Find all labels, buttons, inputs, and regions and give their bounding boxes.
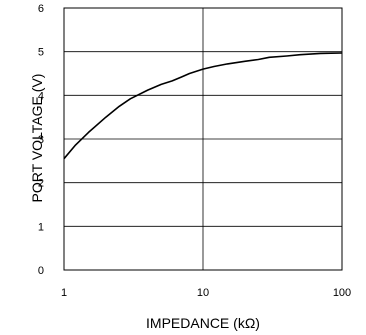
y-tick-label: 5 bbox=[38, 47, 44, 59]
y-tick-label: 0 bbox=[38, 265, 44, 277]
x-tick-label: 1 bbox=[61, 287, 67, 299]
series-group bbox=[63, 52, 343, 160]
y-tick-label: 6 bbox=[38, 3, 44, 15]
y-axis-title: PORT VOLTAGE (V) bbox=[29, 74, 45, 203]
y-tick-label: 2 bbox=[38, 178, 44, 190]
series-line bbox=[63, 52, 343, 160]
y-tick-label: 1 bbox=[38, 221, 44, 233]
y-tick-label: 4 bbox=[38, 90, 44, 102]
x-axis-title: IMPEDANCE (kΩ) bbox=[146, 315, 260, 331]
y-axis-ticks: 0 1 2 3 4 5 6 bbox=[38, 3, 44, 277]
x-tick-label: 100 bbox=[333, 287, 351, 299]
x-tick-label: 10 bbox=[197, 287, 209, 299]
grid-lines bbox=[64, 8, 342, 270]
plot-frame bbox=[63, 7, 343, 271]
x-axis-ticks: 1 10 100 bbox=[61, 287, 351, 299]
y-tick-label: 3 bbox=[38, 134, 44, 146]
